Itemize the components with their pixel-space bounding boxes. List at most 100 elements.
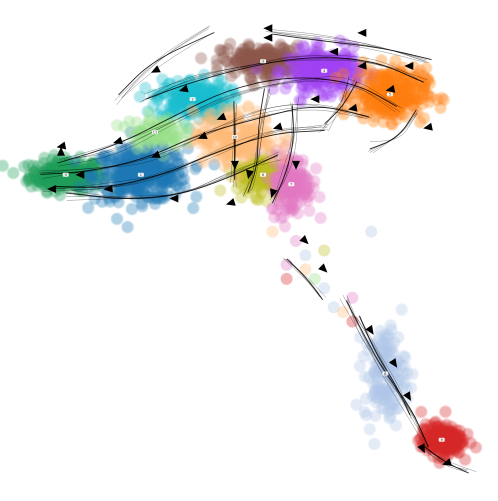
streamline xyxy=(339,298,430,453)
data-point xyxy=(369,385,381,398)
streamline xyxy=(39,104,368,174)
data-point xyxy=(56,156,69,169)
data-point xyxy=(228,56,241,69)
cluster-label-9: 9 xyxy=(438,437,445,442)
data-point xyxy=(303,204,316,217)
streamline xyxy=(354,315,412,417)
data-point xyxy=(195,52,208,65)
streamline xyxy=(322,75,349,130)
data-point xyxy=(181,126,194,139)
data-point xyxy=(325,90,337,103)
data-point xyxy=(143,107,156,119)
data-point xyxy=(353,360,366,373)
cluster-8-points xyxy=(350,303,419,450)
cluster-label-text: 2 xyxy=(191,97,193,101)
cluster-label-8: 8 xyxy=(382,371,389,376)
streamline xyxy=(247,88,265,193)
bridge-point xyxy=(290,235,302,247)
streamline xyxy=(114,25,211,101)
data-point xyxy=(23,171,36,184)
stream-arrow xyxy=(365,324,374,335)
data-point xyxy=(439,405,452,418)
data-point xyxy=(111,119,123,132)
data-point xyxy=(190,190,203,203)
data-point xyxy=(354,106,367,119)
data-point xyxy=(191,82,203,95)
stream-arrow xyxy=(442,458,452,466)
streamline xyxy=(40,106,370,174)
data-point xyxy=(395,303,408,316)
data-point xyxy=(157,87,170,100)
streamline xyxy=(52,126,328,190)
data-point xyxy=(387,380,400,393)
data-point xyxy=(246,75,259,88)
cluster-11-points xyxy=(111,107,194,162)
stream-arrow xyxy=(423,122,433,131)
stream-arrow xyxy=(230,160,239,170)
data-point xyxy=(310,162,322,175)
streamline xyxy=(271,29,428,61)
streamline xyxy=(118,32,215,96)
data-point xyxy=(95,153,108,166)
data-point xyxy=(250,193,263,206)
streamline xyxy=(283,258,322,298)
streamline xyxy=(367,112,419,152)
data-point xyxy=(406,368,419,381)
data-point xyxy=(371,95,384,108)
data-point xyxy=(271,64,284,77)
stream-arrow xyxy=(47,185,57,193)
data-point xyxy=(392,402,405,415)
data-point xyxy=(421,89,434,102)
bridge-point xyxy=(299,263,312,276)
cluster-label-box xyxy=(382,371,389,376)
data-point xyxy=(139,120,151,133)
streamline xyxy=(273,96,299,205)
cluster-label-2: 2 xyxy=(189,97,196,101)
streamline xyxy=(243,89,269,197)
streamline xyxy=(422,449,469,471)
data-point xyxy=(469,441,482,454)
data-point xyxy=(298,57,311,70)
cluster-label-text: 10 xyxy=(233,135,237,139)
streamline xyxy=(66,151,279,197)
data-point xyxy=(372,331,385,344)
cluster-label-box xyxy=(438,437,445,442)
streamlines xyxy=(38,25,477,474)
data-point xyxy=(188,106,201,119)
data-point xyxy=(278,153,291,165)
cluster-label-text: 4 xyxy=(323,69,326,73)
data-point xyxy=(7,167,20,179)
streamline xyxy=(356,316,417,419)
cluster-label-box xyxy=(321,68,328,73)
data-point xyxy=(218,143,230,156)
streamline xyxy=(289,261,320,298)
streamline xyxy=(43,124,328,192)
data-point xyxy=(235,191,248,204)
data-point xyxy=(265,130,278,143)
streamline xyxy=(274,102,293,196)
data-point xyxy=(382,74,395,86)
stream-arrow xyxy=(329,47,339,56)
data-point xyxy=(384,410,397,423)
cluster-label-6: 6 xyxy=(260,172,267,177)
cluster-label-text: 1 xyxy=(140,173,142,177)
data-point xyxy=(180,135,193,148)
data-point xyxy=(206,115,219,127)
streamline xyxy=(271,105,294,204)
streamline xyxy=(69,155,278,199)
streamline xyxy=(429,450,468,472)
streamline xyxy=(319,78,350,133)
stream-arrow xyxy=(75,170,85,179)
cluster-label-text: 9 xyxy=(441,438,443,442)
cluster-label-text: 6 xyxy=(262,173,264,177)
data-point xyxy=(32,172,45,185)
data-point xyxy=(362,344,375,357)
data-point xyxy=(189,163,202,175)
streamline xyxy=(328,79,349,132)
data-point xyxy=(386,118,399,131)
data-point xyxy=(187,202,200,215)
streamline xyxy=(323,78,357,128)
streamline xyxy=(286,258,324,301)
data-point xyxy=(205,95,218,108)
data-point xyxy=(405,381,417,394)
